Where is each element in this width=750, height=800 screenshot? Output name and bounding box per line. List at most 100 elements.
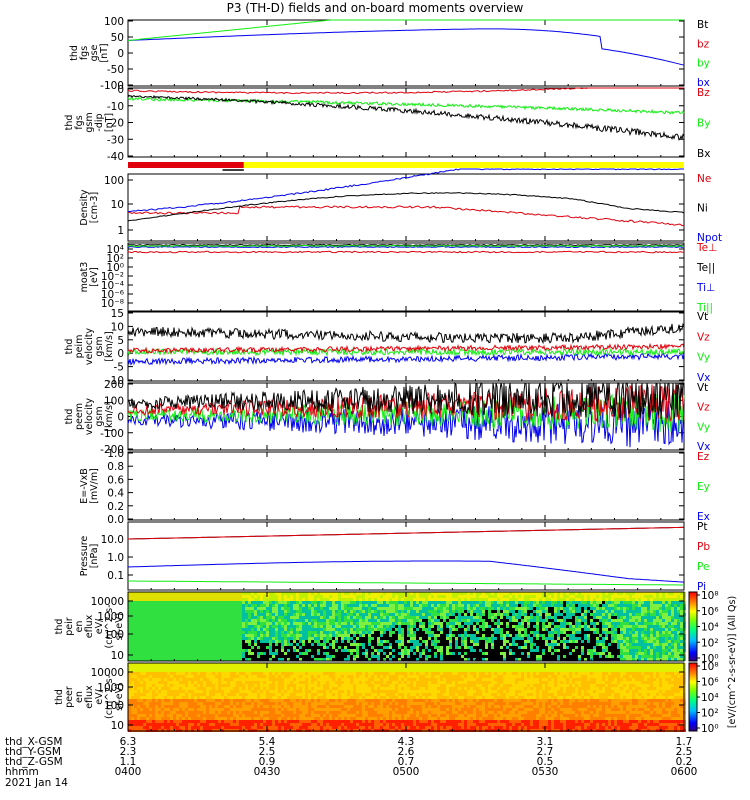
- heat-cell: [314, 646, 317, 649]
- heat-cell: [215, 643, 218, 646]
- heat-cell: [362, 631, 365, 634]
- heat-cell: [308, 649, 311, 652]
- heat-cell: [368, 604, 371, 607]
- heat-cell: [440, 628, 443, 631]
- heat-cell: [374, 619, 377, 622]
- heat-cell: [434, 628, 437, 631]
- heat-cell: [413, 628, 416, 631]
- heat-cell: [488, 634, 491, 637]
- heat-cell: [419, 631, 422, 634]
- heat-cell: [212, 598, 215, 601]
- heat-cell: [317, 595, 320, 598]
- heat-cell: [563, 637, 566, 640]
- heat-cell: [509, 604, 512, 607]
- heat-cell: [461, 655, 464, 658]
- heat-cell: [131, 652, 134, 655]
- heat-cell: [299, 622, 302, 625]
- heat-cell: [308, 622, 311, 625]
- heat-cell: [434, 640, 437, 643]
- heat-cell: [614, 640, 617, 643]
- heat-cell: [560, 652, 563, 655]
- heat-cell: [389, 592, 392, 595]
- heat-cell: [545, 625, 548, 628]
- heat-cell: [458, 619, 461, 622]
- heat-cell: [308, 628, 311, 631]
- heat-cell: [212, 613, 215, 616]
- heat-cell: [212, 604, 215, 607]
- heat-cell: [380, 652, 383, 655]
- heat-cell: [650, 610, 653, 613]
- heat-cell: [179, 628, 182, 631]
- heat-cell: [308, 595, 311, 598]
- figure-title: P3 (TH-D) fields and on-board moments ov…: [226, 1, 524, 15]
- heat-cell: [296, 643, 299, 646]
- heat-cell: [254, 637, 257, 640]
- heat-cell: [596, 595, 599, 598]
- heat-cell: [536, 652, 539, 655]
- heat-cell: [617, 595, 620, 598]
- heat-cell: [587, 649, 590, 652]
- heat-cell: [395, 640, 398, 643]
- heat-cell: [614, 646, 617, 649]
- heat-cell: [563, 631, 566, 634]
- heat-cell: [434, 652, 437, 655]
- heat-cell: [503, 598, 506, 601]
- heat-cell: [128, 655, 131, 658]
- heat-cell: [452, 613, 455, 616]
- heat-cell: [149, 649, 152, 652]
- heat-cell: [143, 723, 146, 726]
- heat-cell: [473, 655, 476, 658]
- heat-cell: [437, 607, 440, 610]
- heat-cell: [161, 631, 164, 634]
- heat-cell: [320, 649, 323, 652]
- heat-cell: [389, 598, 392, 601]
- heat-cell: [617, 607, 620, 610]
- heat-cell: [539, 619, 542, 622]
- heat-cell: [161, 598, 164, 601]
- heat-cell: [284, 643, 287, 646]
- heat-cell: [515, 655, 518, 658]
- heat-cell: [131, 637, 134, 640]
- heat-cell: [272, 655, 275, 658]
- heat-cell: [317, 598, 320, 601]
- heat-cell: [353, 595, 356, 598]
- heat-cell: [455, 613, 458, 616]
- heat-cell: [395, 637, 398, 640]
- heat-cell: [365, 634, 368, 637]
- heat-cell: [401, 595, 404, 598]
- heat-cell: [383, 649, 386, 652]
- heat-cell: [599, 613, 602, 616]
- heat-cell: [476, 643, 479, 646]
- heat-cell: [479, 598, 482, 601]
- heat-cell: [215, 625, 218, 628]
- heat-cell: [464, 610, 467, 613]
- heat-cell: [254, 634, 257, 637]
- heat-cell: [491, 646, 494, 649]
- heat-cell: [350, 655, 353, 658]
- heat-cell: [131, 705, 134, 708]
- heat-cell: [203, 631, 206, 634]
- heat-cell: [668, 643, 671, 646]
- heat-cell: [224, 607, 227, 610]
- heat-cell: [515, 625, 518, 628]
- heat-cell: [413, 652, 416, 655]
- heat-cell: [410, 592, 413, 595]
- heat-cell: [440, 601, 443, 604]
- heat-cell: [398, 628, 401, 631]
- heat-cell: [455, 598, 458, 601]
- heat-cell: [617, 604, 620, 607]
- heat-cell: [281, 634, 284, 637]
- heat-cell: [662, 613, 665, 616]
- heat-cell: [200, 631, 203, 634]
- heat-cell: [236, 649, 239, 652]
- heat-cell: [461, 649, 464, 652]
- ytick-label: 0.0: [107, 514, 124, 526]
- heat-cell: [536, 604, 539, 607]
- heat-cell: [170, 595, 173, 598]
- heat-cell: [497, 610, 500, 613]
- heat-cell: [431, 631, 434, 634]
- heat-cell: [623, 610, 626, 613]
- heat-cell: [347, 637, 350, 640]
- heat-cell: [149, 658, 152, 661]
- heat-cell: [287, 631, 290, 634]
